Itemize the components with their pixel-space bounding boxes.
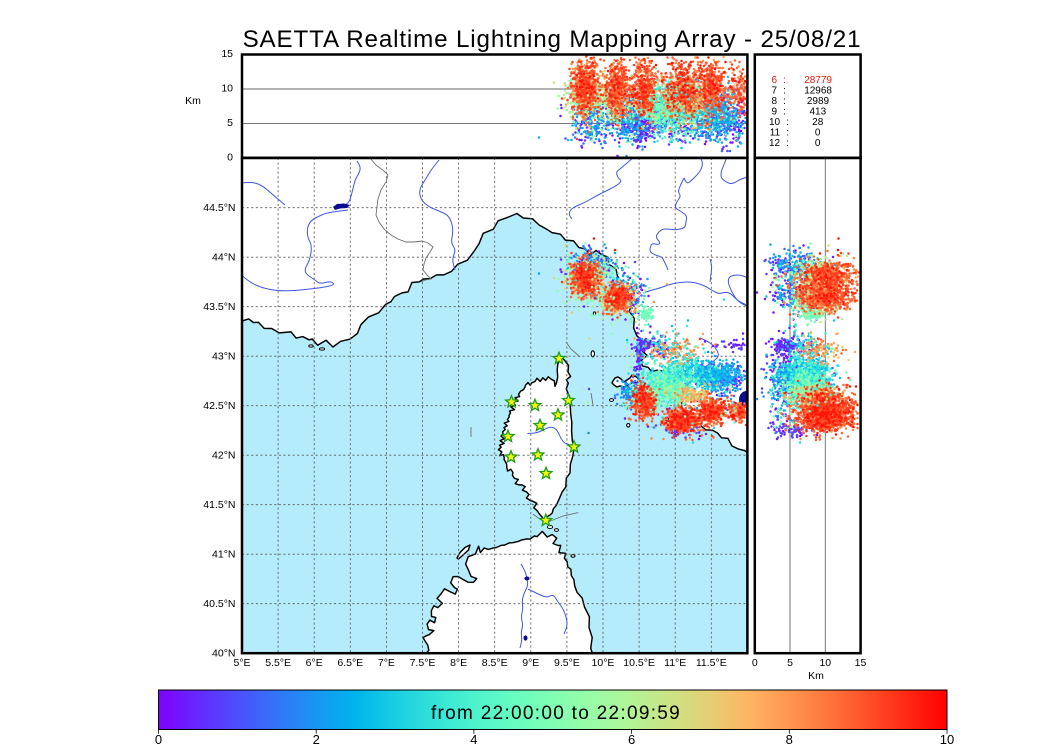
svg-text:7°E: 7°E bbox=[378, 657, 395, 669]
svg-text:10°E: 10°E bbox=[592, 657, 615, 669]
svg-text::: : bbox=[783, 75, 786, 86]
svg-text:15: 15 bbox=[221, 48, 233, 60]
svg-text:413: 413 bbox=[810, 107, 827, 118]
svg-text:0: 0 bbox=[815, 128, 821, 139]
svg-text:2989: 2989 bbox=[807, 96, 830, 107]
svg-text::: : bbox=[783, 107, 786, 118]
svg-text:6.5°E: 6.5°E bbox=[337, 657, 363, 669]
svg-text:28779: 28779 bbox=[804, 75, 832, 86]
svg-text::: : bbox=[786, 117, 789, 128]
svg-text:2: 2 bbox=[313, 732, 320, 747]
svg-text:42°N: 42°N bbox=[212, 450, 235, 462]
svg-text:6: 6 bbox=[628, 732, 635, 747]
svg-text:8: 8 bbox=[771, 96, 777, 107]
svg-text:5.5°E: 5.5°E bbox=[265, 657, 291, 669]
svg-text::: : bbox=[786, 138, 789, 149]
svg-text:44°N: 44°N bbox=[212, 252, 235, 264]
svg-text:5°E: 5°E bbox=[233, 657, 250, 669]
svg-text:6: 6 bbox=[771, 75, 777, 86]
svg-text:10.5°E: 10.5°E bbox=[623, 657, 655, 669]
svg-text:11: 11 bbox=[770, 128, 781, 139]
svg-text:0: 0 bbox=[815, 138, 821, 149]
svg-text:43°N: 43°N bbox=[212, 351, 235, 363]
svg-text:0: 0 bbox=[752, 657, 758, 669]
svg-text:9.5°E: 9.5°E bbox=[554, 657, 580, 669]
svg-text:42.5°N: 42.5°N bbox=[203, 400, 235, 412]
svg-text:from 22:00:00 to 22:09:59: from 22:00:00 to 22:09:59 bbox=[431, 703, 681, 724]
svg-text:8.5°E: 8.5°E bbox=[482, 657, 508, 669]
svg-text:9: 9 bbox=[771, 107, 777, 118]
svg-text:12968: 12968 bbox=[804, 85, 832, 96]
svg-text::: : bbox=[783, 85, 786, 96]
svg-text:4: 4 bbox=[470, 732, 477, 747]
svg-text:12: 12 bbox=[769, 138, 781, 149]
svg-text:43.5°N: 43.5°N bbox=[203, 301, 235, 313]
svg-text:41°N: 41°N bbox=[212, 549, 235, 561]
svg-text:28: 28 bbox=[812, 117, 824, 128]
svg-text:5: 5 bbox=[787, 657, 793, 669]
svg-text:SAETTA Realtime Lightning Mapp: SAETTA Realtime Lightning Mapping Array … bbox=[243, 26, 862, 53]
svg-text::: : bbox=[786, 128, 789, 139]
svg-text:9°E: 9°E bbox=[522, 657, 539, 669]
svg-text:40.5°N: 40.5°N bbox=[203, 598, 235, 610]
svg-text:5: 5 bbox=[227, 117, 233, 129]
svg-text:8: 8 bbox=[786, 732, 793, 747]
svg-text:11°E: 11°E bbox=[664, 657, 686, 669]
svg-text:10: 10 bbox=[819, 657, 831, 669]
svg-text:10: 10 bbox=[769, 117, 781, 128]
svg-text:6°E: 6°E bbox=[306, 657, 323, 669]
svg-text:15: 15 bbox=[855, 657, 867, 669]
svg-text:0: 0 bbox=[227, 151, 233, 163]
svg-text:40°N: 40°N bbox=[212, 648, 235, 660]
svg-text:Km: Km bbox=[185, 95, 201, 107]
svg-text:10: 10 bbox=[221, 83, 233, 95]
svg-text:0: 0 bbox=[155, 732, 162, 747]
svg-text:7: 7 bbox=[771, 85, 777, 96]
svg-text:7.5°E: 7.5°E bbox=[410, 657, 436, 669]
svg-text:44.5°N: 44.5°N bbox=[203, 202, 235, 214]
svg-text:10: 10 bbox=[940, 732, 954, 747]
svg-text::: : bbox=[783, 96, 786, 107]
svg-text:8°E: 8°E bbox=[450, 657, 467, 669]
svg-text:Km: Km bbox=[808, 670, 824, 682]
svg-text:11.5°E: 11.5°E bbox=[696, 657, 727, 669]
svg-text:41.5°N: 41.5°N bbox=[203, 499, 235, 511]
